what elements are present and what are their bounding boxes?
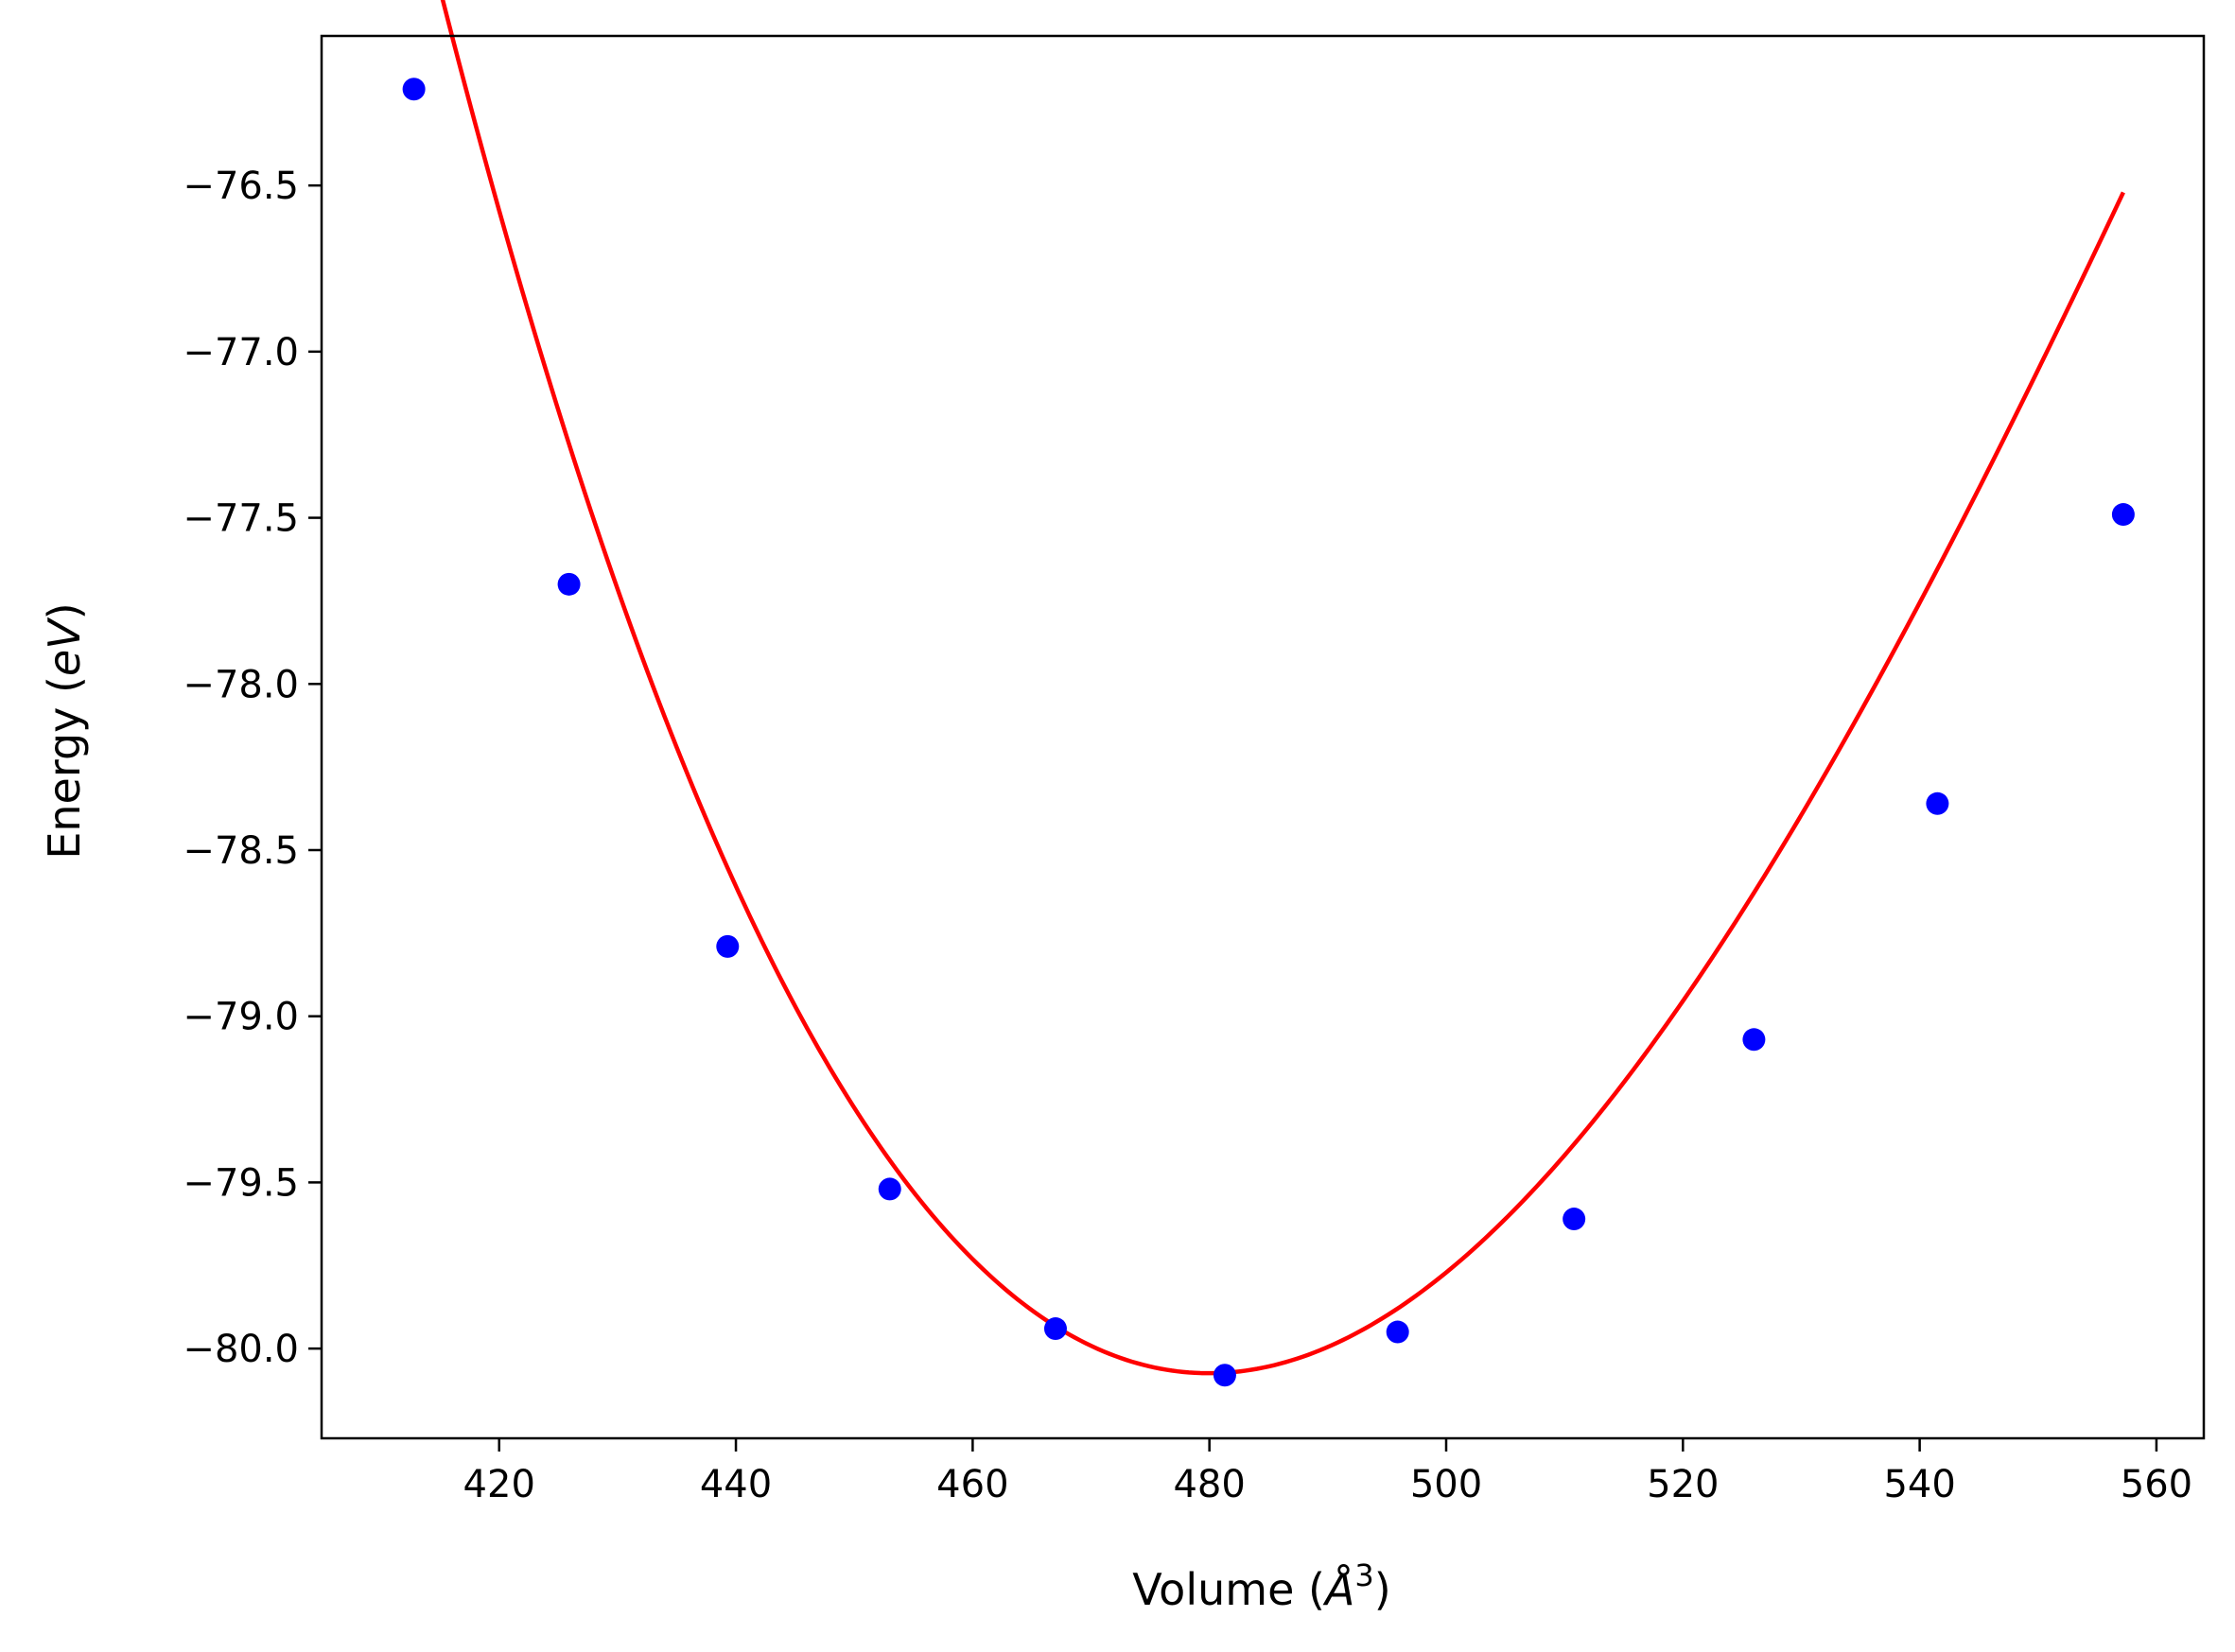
- y-tick-label: −78.5: [183, 829, 299, 873]
- x-tick-label: 540: [1883, 1463, 1955, 1506]
- data-point: [402, 78, 426, 101]
- data-points-layer: [402, 78, 2135, 1387]
- x-tick-label: 520: [1647, 1463, 1719, 1506]
- x-tick-label: 420: [463, 1463, 535, 1506]
- data-point: [878, 1177, 901, 1201]
- data-point: [2111, 503, 2135, 527]
- data-point: [1386, 1320, 1409, 1344]
- data-point: [1213, 1364, 1236, 1387]
- y-tick-label: −79.0: [183, 996, 299, 1039]
- x-tick-label: 440: [700, 1463, 772, 1506]
- y-tick-label: −76.5: [183, 165, 299, 208]
- y-axis-label: Energy (eV): [39, 602, 90, 859]
- y-tick-label: −80.0: [183, 1328, 299, 1371]
- data-point: [1926, 791, 1949, 815]
- x-tick-label: 460: [936, 1463, 1008, 1506]
- data-point: [716, 934, 740, 958]
- data-point: [1563, 1208, 1586, 1231]
- fit-curve: [440, 0, 2125, 1376]
- y-tick-label: −79.5: [183, 1161, 299, 1205]
- plot-frame: [320, 34, 2206, 1440]
- fit-curve-layer: [440, 0, 2125, 1376]
- x-axis-label: Volume (Å3): [1132, 1557, 1390, 1615]
- y-tick-label: −77.5: [183, 497, 299, 541]
- y-tick-label: −77.0: [183, 331, 299, 374]
- ticks-layer: 420 440 460 480 500 520 540 560 −80.0 −79.5 −79.0 −…: [183, 165, 2192, 1506]
- data-point: [557, 572, 581, 596]
- x-tick-label: 560: [2121, 1463, 2192, 1506]
- x-tick-label: 500: [1410, 1463, 1482, 1506]
- y-tick-label: −78.0: [183, 663, 299, 706]
- x-tick-label: 480: [1173, 1463, 1245, 1506]
- data-point: [1043, 1317, 1067, 1341]
- data-point: [1742, 1028, 1766, 1052]
